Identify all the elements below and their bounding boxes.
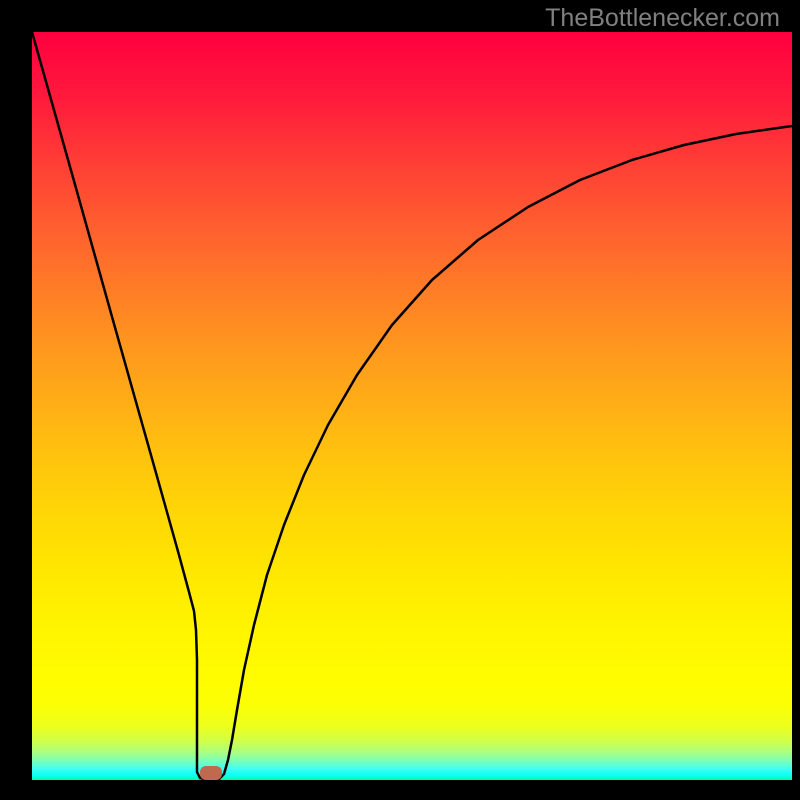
border-left: [0, 0, 32, 800]
border-bottom: [0, 780, 800, 800]
chart-container: TheBottlenecker.com: [0, 0, 800, 800]
watermark-text: TheBottlenecker.com: [545, 4, 780, 33]
plot-gradient-area: [32, 32, 792, 780]
border-right: [792, 0, 800, 800]
optimal-point-marker: [200, 766, 222, 780]
bottleneck-chart-svg: [0, 0, 800, 800]
